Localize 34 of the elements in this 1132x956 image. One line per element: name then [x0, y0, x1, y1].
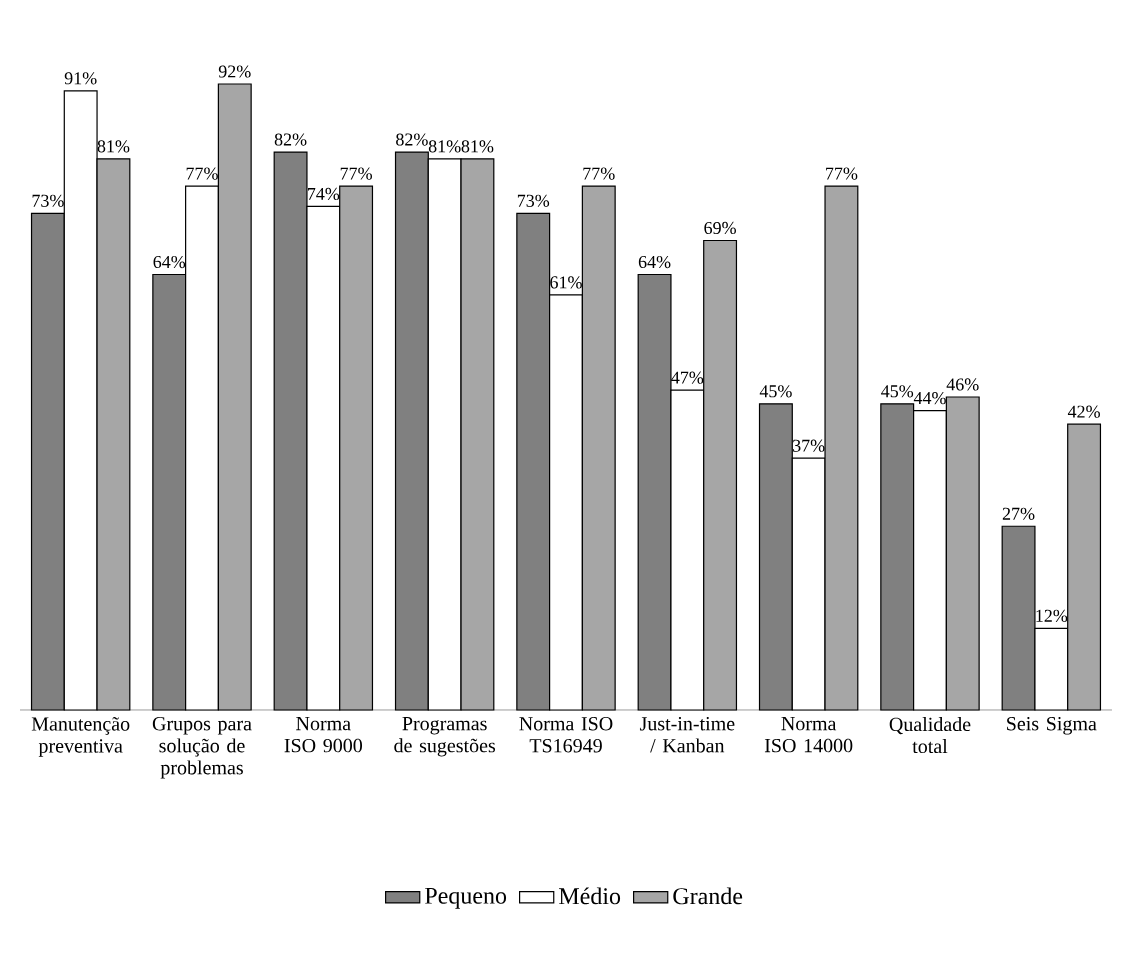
x-tick-label: Just-in-time / Kanban — [639, 717, 735, 753]
data-label: 42% — [1067, 405, 1100, 418]
data-label: 81% — [461, 140, 494, 153]
data-label: 45% — [881, 385, 914, 398]
data-label: 81% — [428, 140, 461, 153]
data-label: 82% — [396, 133, 428, 146]
data-label: 64% — [638, 255, 671, 269]
data-label: 77% — [826, 167, 858, 180]
legend-label: Grande — [673, 887, 743, 905]
x-tick-label: Seis Sigma — [1007, 717, 1097, 735]
data-label: 77% — [186, 167, 218, 180]
data-label: 27% — [1002, 507, 1035, 520]
legend-label: Médio — [559, 887, 621, 905]
data-label: 77% — [583, 167, 615, 180]
data-label: 64% — [153, 255, 186, 269]
data-label: 69% — [704, 221, 736, 235]
x-tick-label: Programas de sugestões — [394, 717, 496, 757]
x-tick-label: Manutenção preventiva — [31, 717, 130, 757]
data-label: 73% — [517, 194, 550, 207]
legend-label: Pequeno — [425, 887, 507, 909]
data-label: 44% — [913, 391, 946, 405]
data-label: 77% — [340, 167, 372, 180]
x-tick-label: Norma ISO 9000 — [284, 717, 363, 753]
data-label: 61% — [550, 276, 582, 289]
data-label: 73% — [32, 194, 64, 207]
data-label: 46% — [946, 378, 979, 391]
x-tick-label: Norma ISO 14000 — [764, 717, 853, 753]
x-tick-label: Grupos para solução de problemas — [152, 717, 252, 779]
x-tick-label: Qualidade total — [889, 717, 971, 754]
x-tick-label: Norma ISO TS16949 — [519, 717, 613, 753]
data-label: 92% — [218, 65, 251, 78]
data-label: 82% — [274, 133, 307, 146]
data-label: 45% — [759, 385, 792, 398]
data-label: 91% — [64, 72, 97, 85]
